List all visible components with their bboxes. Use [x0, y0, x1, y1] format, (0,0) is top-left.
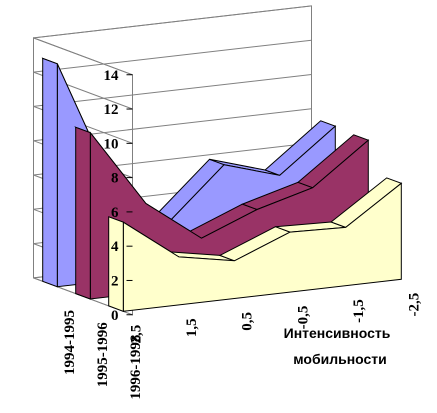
- x-axis-title-line-1: Интенсивность: [284, 325, 391, 341]
- series-layer: [41, 57, 403, 313]
- series-tick-label: 1995-1996: [95, 322, 111, 387]
- x-tick-label: -2,5: [407, 293, 423, 317]
- y-tick-label: 14: [104, 68, 120, 84]
- y-tick-label: 12: [104, 102, 119, 118]
- gridline: [33, 74, 312, 144]
- series-tick-label: 1994-1995: [62, 310, 78, 375]
- area-end-cap: [42, 57, 58, 288]
- series-axis-tick-labels: 1994-1995 1995-1996 1996-1998: [62, 310, 144, 400]
- x-axis-title-line-2: мобильности: [293, 351, 387, 367]
- area-end-cap: [75, 126, 91, 300]
- x-tick-label: -0,5: [295, 306, 311, 330]
- series-1996-1998: [108, 177, 403, 313]
- area-end-cap: [108, 216, 124, 313]
- gridline: [33, 5, 312, 76]
- x-tick-label: -1,5: [351, 299, 367, 323]
- x-tick-label: 2,5: [129, 325, 145, 344]
- y-tick-label: 0: [111, 308, 119, 324]
- x-tick-label: 0,5: [240, 312, 256, 331]
- y-tick-label: 2: [111, 273, 119, 289]
- area-face: [122, 182, 402, 312]
- y-tick-label: 4: [111, 239, 119, 255]
- x-tick-label: 1,5: [184, 318, 200, 337]
- y-tick-label: 6: [111, 205, 119, 221]
- gridline: [33, 39, 312, 110]
- y-axis-tick-labels: 0 2 4 6 8 10 12 14: [104, 68, 133, 324]
- series-tick-label: 1996-1998: [128, 335, 144, 400]
- x-axis-tick-labels: 2,5 1,5 0,5 -0,5 -1,5 -2,5: [129, 293, 423, 344]
- y-tick-label: 10: [104, 136, 119, 152]
- y-tick-label: 8: [111, 171, 119, 187]
